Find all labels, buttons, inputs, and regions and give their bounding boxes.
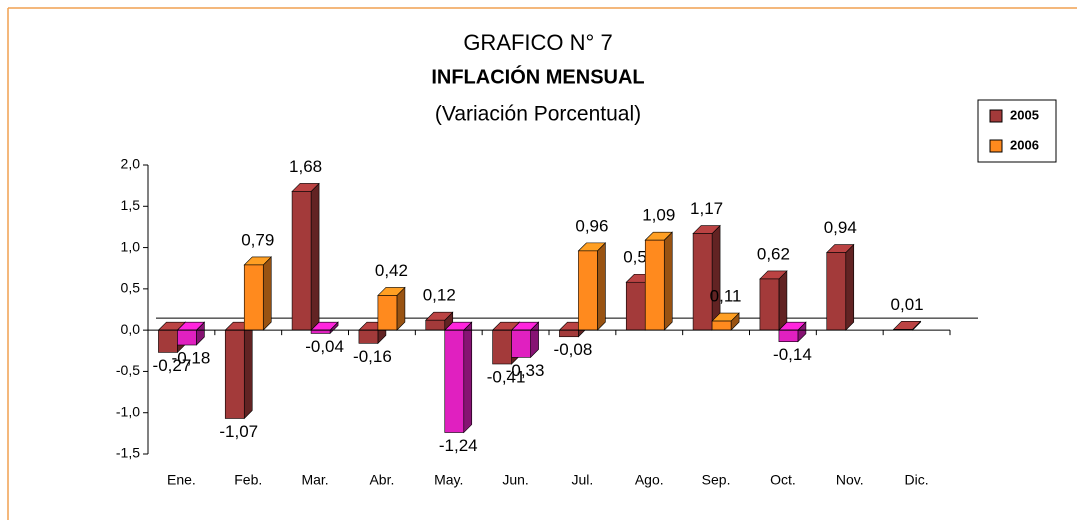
- bar-front: [291, 191, 312, 331]
- bar-front: [177, 329, 197, 346]
- bar-front: [243, 264, 264, 331]
- legend-swatch: [989, 139, 1003, 153]
- bar: [692, 224, 721, 331]
- bar: [377, 286, 406, 331]
- bar-side: [663, 231, 673, 331]
- data-label: -0,04: [305, 337, 344, 356]
- data-label: 1,68: [289, 157, 322, 176]
- chart-title: INFLACIÓN MENSUAL: [431, 64, 644, 88]
- x-tick-label: Oct.: [770, 472, 796, 488]
- bar-front: [625, 281, 646, 331]
- x-tick-label: Feb.: [234, 472, 262, 488]
- data-label: -0,16: [353, 347, 392, 366]
- bar: [224, 321, 253, 420]
- bar-side: [310, 182, 320, 331]
- data-label: -0,18: [172, 348, 211, 367]
- bar-side: [778, 270, 788, 331]
- bar: [826, 243, 855, 331]
- bar-front: [578, 250, 598, 331]
- bar-side: [597, 242, 606, 331]
- x-tick-label: Abr.: [369, 472, 394, 488]
- data-label: 0,12: [423, 286, 456, 305]
- bar: [444, 321, 473, 434]
- bar: [778, 321, 807, 343]
- data-label: 0,62: [757, 244, 790, 263]
- bar-front: [492, 329, 512, 365]
- bar-front: [778, 329, 799, 343]
- data-label: -1,07: [219, 422, 258, 441]
- x-tick-label: Mar.: [301, 472, 328, 488]
- bar-front: [358, 329, 379, 344]
- chart-subtitle: (Variación Porcentual): [435, 103, 641, 126]
- bar-front: [711, 320, 732, 331]
- bar: [711, 312, 740, 331]
- legend-swatch: [989, 109, 1003, 123]
- data-label: -0,27: [153, 356, 192, 375]
- bar-top: [892, 321, 922, 330]
- bar-front: [826, 252, 847, 331]
- data-label: 1,17: [690, 199, 723, 218]
- x-tick-label: May.: [434, 472, 463, 488]
- bar: [176, 321, 206, 346]
- x-tick-label: Nov.: [836, 472, 864, 488]
- data-label: 0,42: [375, 261, 408, 280]
- bar-front: [511, 329, 531, 358]
- data-label: -0,08: [554, 340, 593, 359]
- data-label: 0,79: [241, 230, 274, 249]
- bar: [510, 321, 540, 359]
- bar-side: [463, 321, 473, 434]
- y-tick-label: 0,5: [121, 280, 141, 296]
- bar-front: [224, 329, 245, 419]
- bar-side: [243, 321, 253, 420]
- y-tick-label: 0,0: [121, 321, 141, 337]
- bar-front: [444, 329, 465, 433]
- bar-front: [425, 319, 446, 331]
- data-label: 0,94: [824, 218, 857, 237]
- data-label: -0,14: [773, 345, 812, 364]
- data-label: -1,24: [439, 436, 478, 455]
- bar-side: [845, 243, 855, 331]
- x-tick-label: Sep.: [702, 472, 731, 488]
- data-label: -0,41: [487, 367, 526, 386]
- x-tick-label: Dic.: [905, 472, 929, 488]
- y-tick-label: 2,0: [121, 156, 141, 172]
- data-label: 0,01: [891, 295, 924, 314]
- bar-front: [559, 329, 579, 338]
- data-label: -0,33: [506, 361, 545, 380]
- y-tick-label: 1,0: [121, 238, 141, 254]
- x-tick-label: Jul.: [572, 472, 594, 488]
- bar: [759, 270, 788, 331]
- bar: [644, 231, 673, 331]
- bar: [577, 242, 607, 331]
- bar-front: [377, 295, 398, 331]
- bar-front: [759, 278, 780, 331]
- x-tick-label: Jun.: [502, 472, 528, 488]
- legend-label: 2006: [1010, 137, 1039, 152]
- chart-heading: GRAFICO N° 7: [463, 30, 612, 55]
- y-tick-label: -1,5: [116, 445, 140, 461]
- y-tick-label: 1,5: [121, 197, 141, 213]
- data-label: 1,09: [642, 206, 675, 225]
- x-tick-label: Ago.: [635, 472, 664, 488]
- data-label: 0,11: [710, 287, 742, 306]
- bar: [892, 320, 922, 331]
- bar: [425, 311, 454, 331]
- x-tick-label: Ene.: [167, 472, 196, 488]
- bar-front: [644, 239, 665, 331]
- y-tick-label: -1,0: [116, 403, 140, 419]
- bar-front: [692, 233, 713, 331]
- data-label: 0,96: [575, 216, 608, 235]
- bar: [243, 256, 272, 331]
- legend-label: 2005: [1010, 107, 1039, 122]
- bar: [291, 182, 320, 331]
- y-tick-label: -0,5: [116, 362, 140, 378]
- bar-side: [262, 256, 272, 331]
